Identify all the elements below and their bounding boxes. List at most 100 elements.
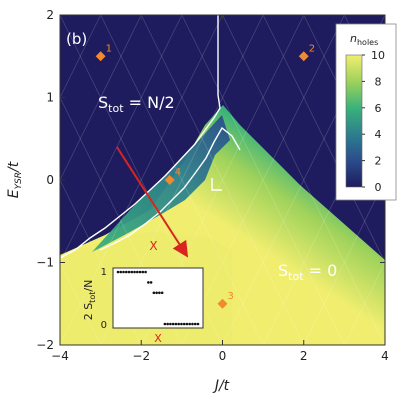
inset-point: [155, 291, 158, 295]
path-arrow: [116, 146, 189, 258]
diag-grid-line: [140, 15, 305, 345]
diag-grid-line: [60, 15, 142, 181]
x-tick-label: 0: [219, 349, 227, 363]
diag-grid-line: [100, 15, 264, 345]
colorbar-tick-label: 0: [375, 181, 382, 194]
inset-point: [185, 322, 189, 326]
phase-boundary-island: [211, 178, 222, 191]
region-label-sub: tot: [288, 270, 304, 283]
y-axis-title-sub: YSR: [14, 172, 24, 189]
colorbar-title: nholes: [350, 32, 378, 47]
region-label-rest: = N/2: [124, 93, 175, 112]
diag-grid-line: [222, 15, 385, 345]
y-tick-label: −1: [36, 256, 54, 270]
y-axis: −2 −1 0 1 2: [36, 8, 385, 352]
colorbar-tick-label: 2: [375, 155, 382, 168]
x-axis: −4 −2 0 2 4: [51, 15, 389, 363]
intermediate-region: [92, 115, 230, 252]
inset-point: [133, 270, 136, 274]
inset-point: [177, 322, 180, 326]
inset-y-title: 2 Stot/N: [82, 280, 97, 321]
y-axis-title-rest: /t: [6, 161, 22, 174]
marked-point-label: 4: [175, 167, 181, 178]
marked-point-label: 2: [309, 43, 315, 54]
inset-point: [180, 322, 183, 326]
region-label-rest: = 0: [304, 261, 338, 280]
inset-point: [124, 270, 128, 274]
panel-label: (b): [66, 30, 87, 48]
region-label-sub: tot: [108, 102, 124, 115]
inset-point: [166, 322, 169, 326]
region-label-main: S: [98, 93, 108, 112]
marked-point: [95, 51, 106, 62]
inset-point: [127, 270, 131, 274]
diag-grid-line: [60, 15, 223, 345]
colorbar-ticks: 0 2 4 6 8 10: [362, 49, 385, 194]
region-label-singlet: Stot = 0: [278, 261, 337, 283]
inset-point: [144, 270, 147, 274]
y-axis-title: EYSR/t: [6, 161, 24, 198]
inset-point: [169, 322, 172, 326]
inset-point: [116, 270, 120, 274]
y-axis-title-main: E: [6, 189, 22, 198]
inset-point: [182, 322, 186, 326]
region-label-polarized: Stot = N/2: [98, 93, 175, 115]
diag-grid-line: [344, 261, 385, 345]
inset-point: [141, 270, 145, 274]
y-tick-label: −2: [36, 338, 54, 352]
marked-point: [217, 298, 228, 309]
inset-marker-label: X: [154, 332, 162, 345]
region-label-main: S: [278, 261, 288, 280]
diag-grid-line: [60, 261, 101, 345]
inset-point: [119, 270, 123, 274]
inset-point: [152, 291, 156, 295]
inset-point: [163, 322, 167, 326]
y-tick-label: 2: [46, 8, 54, 22]
inset-y-tick-1: 1: [101, 267, 107, 278]
colorbar-tick-label: 8: [375, 75, 382, 88]
colorbar-box: [335, 23, 397, 201]
inset-point: [196, 322, 200, 326]
inset-y-title-rest: /N: [82, 280, 95, 292]
inset-y-tick-0: 0: [101, 320, 107, 331]
inset-point: [174, 322, 178, 326]
inset-y-title-main: 2 S: [82, 303, 95, 320]
inset-chart: 1 0 2 Stot/N X: [82, 267, 204, 345]
colorbar-legend: nholes 0 2 4 6 8 10: [335, 23, 397, 201]
colorbar-title-main: n: [350, 32, 357, 45]
colorbar-tick-label: 6: [375, 102, 382, 115]
colorbar-gradient: [345, 54, 363, 188]
diag-grid-line: [303, 15, 385, 181]
inset-point: [160, 291, 164, 295]
colorbar-title-sub: holes: [357, 38, 378, 47]
diag-grid-line: [60, 15, 183, 264]
arrow-marker-label: X: [149, 239, 157, 253]
x-axis-title: J/t: [212, 378, 230, 394]
diag-grid-line: [60, 15, 101, 99]
inset-point: [147, 281, 150, 284]
y-tick-label: 1: [46, 91, 54, 105]
y-tick-label: 0: [46, 173, 54, 187]
colorbar-tick-label: 10: [371, 49, 385, 62]
phase-boundary-inner: [99, 126, 241, 251]
inset-point: [136, 270, 139, 274]
inset-point: [138, 270, 142, 274]
inset-point: [130, 270, 134, 274]
inset-frame: [112, 267, 204, 329]
x-tick-label: 2: [300, 349, 308, 363]
diag-grid-line: [181, 15, 345, 345]
diag-grid-line: [181, 15, 345, 345]
x-tick-label: 4: [381, 349, 389, 363]
phase-boundary-outer: [59, 15, 221, 259]
inset-point: [171, 322, 175, 326]
x-tick-label: −2: [132, 349, 150, 363]
inset-point: [188, 322, 192, 326]
inset-points: [116, 270, 200, 326]
inset-point: [149, 281, 153, 284]
inset-point: [158, 291, 161, 295]
diag-grid-line: [303, 179, 385, 345]
inset-point: [191, 322, 194, 326]
marked-point-label: 1: [106, 43, 112, 54]
